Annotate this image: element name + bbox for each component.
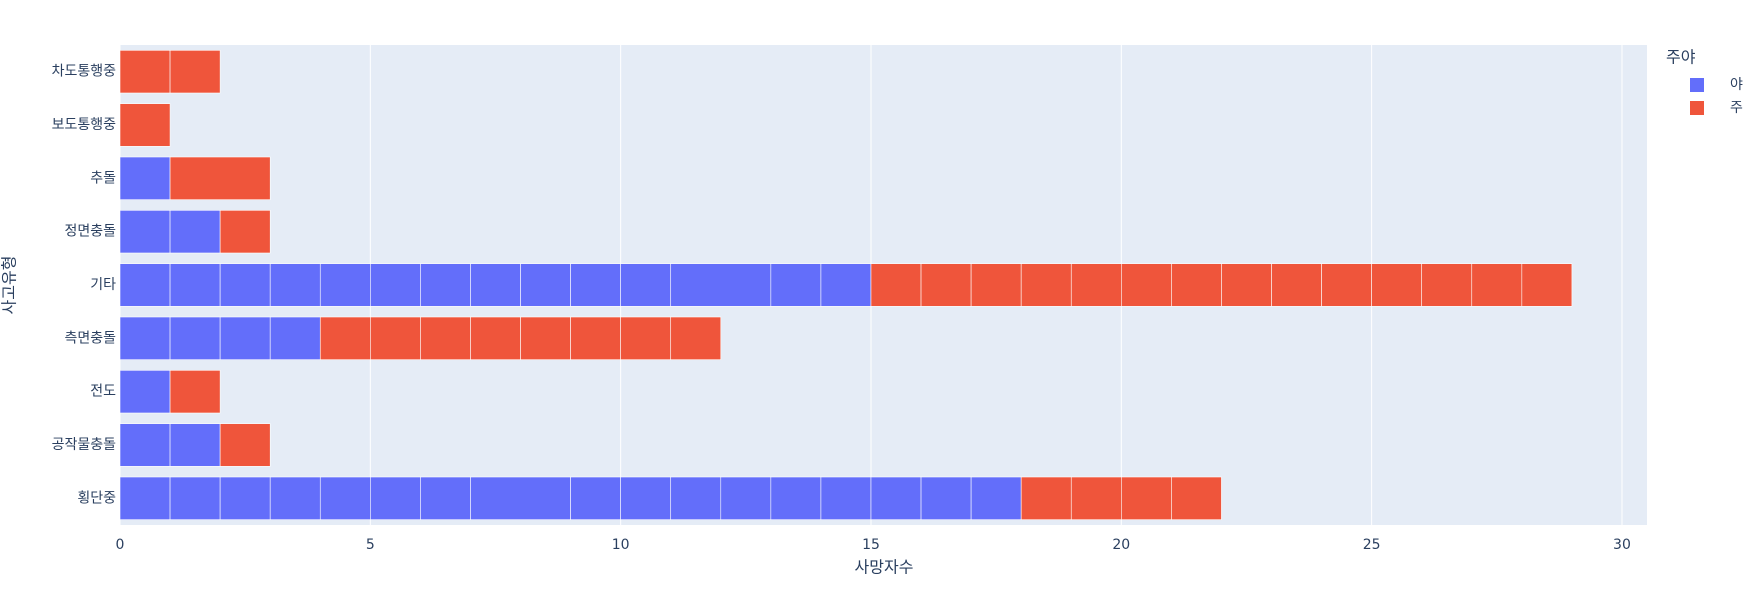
bar-segment: [1221, 263, 1272, 307]
x-tick-label: 20: [1112, 537, 1130, 553]
bar-segment: [1171, 263, 1222, 307]
bar-segment: [269, 316, 321, 360]
bar-segment: [1121, 476, 1172, 520]
bar-segment: [119, 156, 171, 200]
bar-segment: [370, 476, 421, 520]
bar-segment: [219, 476, 271, 520]
x-tick-label: 25: [1363, 537, 1381, 553]
bar-segment: [570, 263, 621, 307]
y-axis-title: 사고유형: [0, 256, 19, 315]
bar-segment: [119, 210, 171, 254]
bar-segment: [1371, 263, 1423, 307]
y-tick-label: 보도통행중: [52, 117, 117, 133]
bar-segment: [269, 263, 321, 307]
bar-segment: [770, 263, 822, 307]
bar-segment: [570, 316, 621, 360]
bar-segment: [820, 476, 872, 520]
y-tick-label: 횡단중: [77, 490, 116, 506]
bar-segment: [470, 316, 521, 360]
bar-segment: [119, 423, 171, 467]
bar-segment: [219, 210, 271, 254]
bar-segment: [1271, 263, 1322, 307]
bar-segment: [920, 476, 972, 520]
bar-segment: [370, 316, 421, 360]
bar-segment: [319, 263, 371, 307]
bar-segment: [520, 263, 571, 307]
bar-segment: [169, 370, 221, 414]
bar-segment: [620, 476, 672, 520]
bar-segment: [169, 50, 221, 94]
x-tick-label: 0: [116, 537, 125, 553]
bar-segment: [820, 263, 872, 307]
bar-segment: [1421, 263, 1473, 307]
bar-segment: [169, 263, 221, 307]
legend-label: 주: [1730, 100, 1743, 116]
bar-segment: [670, 476, 722, 520]
bar-segment: [1471, 263, 1523, 307]
legend-label: 야: [1730, 77, 1743, 93]
bar-segment: [169, 476, 221, 520]
bar-segment: [119, 103, 171, 147]
bar-segment: [1521, 263, 1573, 307]
bar-segment: [570, 476, 621, 520]
y-tick-label: 전도: [90, 384, 116, 400]
bar-segment: [269, 476, 321, 520]
x-tick-label: 10: [612, 537, 630, 553]
x-tick-label: 15: [862, 537, 880, 553]
y-tick-label: 기타: [90, 277, 116, 293]
bar-segment: [1121, 263, 1172, 307]
bar-segment: [119, 370, 171, 414]
bar-segment: [420, 316, 471, 360]
bar-segment: [169, 156, 271, 200]
legend-swatch: [1690, 78, 1704, 92]
x-tick-label: 5: [366, 537, 375, 553]
legend-swatch: [1690, 101, 1704, 115]
x-axis-title: 사망자수: [855, 558, 914, 577]
bar-segment: [520, 316, 571, 360]
bar-segment: [169, 423, 221, 467]
bar-segment: [1070, 476, 1122, 520]
bar-segment: [970, 476, 1022, 520]
y-tick-label: 공작물충돌: [52, 437, 117, 453]
bar-segment: [169, 210, 221, 254]
bar-segment: [119, 476, 171, 520]
bar-segment: [319, 316, 371, 360]
bar-segment: [420, 476, 471, 520]
bar-segment: [870, 476, 922, 520]
bar-segment: [319, 476, 371, 520]
bar-segment: [670, 263, 772, 307]
bar-segment: [720, 476, 772, 520]
y-tick-label: 차도통행중: [52, 64, 117, 80]
y-tick-label: 추돌: [90, 170, 116, 186]
x-tick-label: 30: [1613, 537, 1631, 553]
bar-segment: [219, 316, 271, 360]
bar-segment: [1070, 263, 1122, 307]
bar-segment: [1020, 263, 1072, 307]
bar-segment: [119, 50, 171, 94]
bar-segment: [470, 263, 521, 307]
bar-segment: [1020, 476, 1072, 520]
bar-segment: [219, 423, 271, 467]
bar-segment: [370, 263, 421, 307]
legend-title: 주야: [1666, 48, 1696, 67]
bar-segment: [1321, 263, 1372, 307]
y-tick-label: 측면충돌: [64, 330, 116, 346]
bar-segment: [770, 476, 822, 520]
bar-segment: [620, 263, 672, 307]
y-tick-label: 정면충돌: [64, 224, 116, 240]
bar-segment: [420, 263, 471, 307]
bar-segment: [119, 316, 171, 360]
bar-segment: [920, 263, 972, 307]
bar-segment: [119, 263, 171, 307]
bar-segment: [1171, 476, 1222, 520]
bar-segment: [169, 316, 221, 360]
bar-segment: [219, 263, 271, 307]
bar-segment: [970, 263, 1022, 307]
bar-segment: [670, 316, 722, 360]
bar-segment: [470, 476, 571, 520]
bar-segment: [870, 263, 922, 307]
bar-segment: [620, 316, 672, 360]
